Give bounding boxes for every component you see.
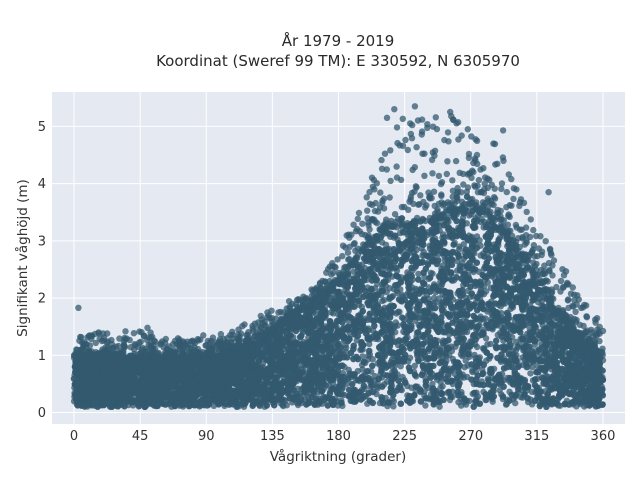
data-point [439,383,446,390]
data-points [70,103,607,410]
data-point [415,270,422,278]
chart-subtitle: Koordinat (Sweref 99 TM): E 330592, N 63… [156,52,520,70]
data-point [484,341,491,348]
data-point [411,362,418,369]
data-point [527,370,534,377]
chart-title: År 1979 - 2019 [282,31,395,50]
